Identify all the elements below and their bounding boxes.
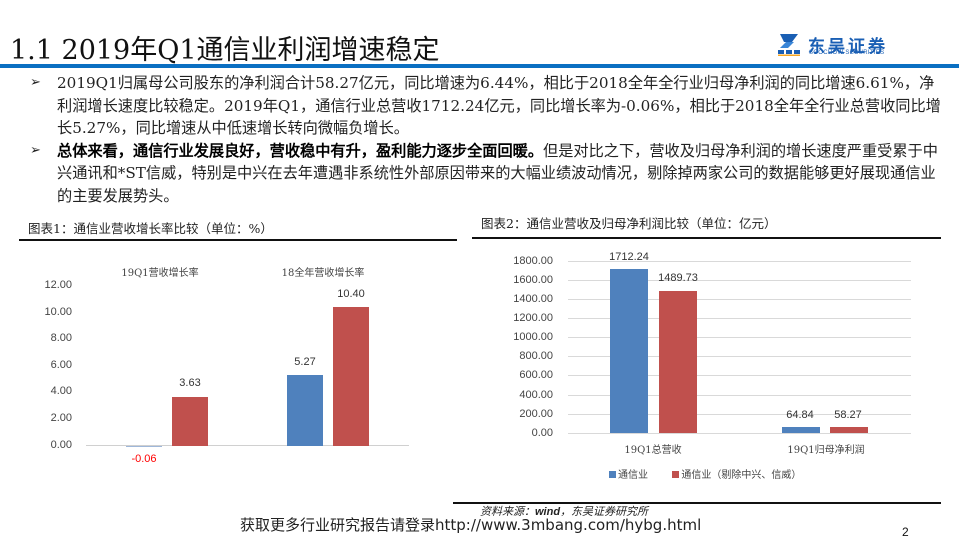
chart-1-title: 图表1：通信业营收增长率比较（单位：%） xyxy=(28,221,273,236)
value-label: 1489.73 xyxy=(658,272,698,284)
y-tick: 800.00 xyxy=(519,350,553,362)
title-accent-bar xyxy=(0,64,959,68)
footer-rule xyxy=(453,502,941,504)
value-label: 58.27 xyxy=(834,409,862,421)
y-tick: 10.00 xyxy=(44,306,72,318)
y-tick: 1400.00 xyxy=(513,293,553,305)
gridline xyxy=(568,337,911,338)
y-tick: 1600.00 xyxy=(513,274,553,286)
bar-total-revenue-telecom xyxy=(610,269,648,433)
bar-total-revenue-telecom-excl xyxy=(659,291,697,433)
source-prefix: 资料来源： xyxy=(480,505,535,518)
y-tick: 1200.00 xyxy=(513,312,553,324)
y-tick: 400.00 xyxy=(519,389,553,401)
legend-swatch-red xyxy=(672,471,680,478)
value-label: 10.40 xyxy=(337,288,365,300)
chart-2-title-rule xyxy=(472,237,941,239)
chart-1-category-label: 19Q1营收增长率 xyxy=(121,268,199,279)
bar-18fy-telecom xyxy=(287,375,323,446)
value-label: 64.84 xyxy=(786,409,814,421)
y-tick: 1800.00 xyxy=(513,255,553,267)
footer-report-link[interactable]: 获取更多行业研究报告请登录http://www.3mbang.com/hybg.… xyxy=(240,516,702,534)
y-tick: 0.00 xyxy=(50,439,72,451)
y-tick: 6.00 xyxy=(50,359,72,371)
brand-logo: 东吴证券 SOOCHOW SECURITIES xyxy=(776,32,916,57)
soochow-logo-icon xyxy=(778,34,800,56)
page-title: 1.1 2019年Q1通信业利润增速稳定 xyxy=(10,35,440,66)
gridline xyxy=(568,375,911,376)
chart-1-baseline xyxy=(86,445,409,446)
bar-19q1-telecom-excl xyxy=(172,397,208,446)
y-tick: 4.00 xyxy=(50,385,72,397)
chart-1-title-rule xyxy=(19,239,457,241)
y-tick: 200.00 xyxy=(519,408,553,420)
legend-label: 通信业 xyxy=(618,470,648,481)
bullet-item-2: ➢ 总体来看，通信行业发展良好，营收稳中有升，盈利能力逐步全面回暖。但是对比之下… xyxy=(28,140,948,208)
value-label: -0.06 xyxy=(131,453,157,465)
source-suffix: ，东吴证券研究所 xyxy=(560,505,649,518)
bullet-item-1: ➢ 2019Q1归属母公司股东的净利润合计58.27亿元，同比增速为6.44%，… xyxy=(28,72,948,140)
y-tick: 1000.00 xyxy=(513,331,553,343)
bar-19q1-telecom xyxy=(126,446,162,447)
gridline xyxy=(568,356,911,357)
source-bold: wind xyxy=(535,506,561,518)
gridline xyxy=(568,261,911,262)
bar-18fy-telecom-excl xyxy=(333,307,369,446)
gridline xyxy=(568,318,911,319)
y-tick: 600.00 xyxy=(519,369,553,381)
y-tick: 12.00 xyxy=(44,279,72,291)
bar-net-profit-telecom-excl xyxy=(830,427,868,433)
y-tick: 2.00 xyxy=(50,412,72,424)
bullet-bold-text: 总体来看，通信行业发展良好，营收稳中有升，盈利能力逐步全面回暖。 xyxy=(57,141,543,160)
bar-net-profit-telecom xyxy=(782,427,820,433)
chart-2-category-label: 19Q1归母净利润 xyxy=(787,445,865,456)
logo-name-cn: 东吴证券 xyxy=(808,37,888,57)
value-label: 5.27 xyxy=(294,356,316,368)
legend-item-telecom-excl: 通信业（剔除中兴、信威） xyxy=(672,470,801,481)
value-label: 1712.24 xyxy=(609,251,649,263)
bullet-text: 2019Q1归属母公司股东的净利润合计58.27亿元，同比增速为6.44%，相比… xyxy=(57,74,941,137)
y-tick: 0.00 xyxy=(531,427,553,439)
gridline xyxy=(568,433,911,434)
page-number: 2 xyxy=(902,525,909,539)
y-tick: 8.00 xyxy=(50,332,72,344)
value-label: 3.63 xyxy=(179,377,201,389)
bullet-text: 但是对比之下，营收及归母净利润的增长速度严重受累于中兴通讯和*ST信威，特别是中… xyxy=(57,141,938,205)
legend-item-telecom: 通信业 xyxy=(609,470,648,481)
arrow-bullet-icon: ➢ xyxy=(30,75,41,90)
gridline xyxy=(568,280,911,281)
chart-2-legend: 通信业 通信业（剔除中兴、信威） xyxy=(609,466,801,481)
gridline xyxy=(568,395,911,396)
arrow-bullet-icon: ➢ xyxy=(30,142,41,158)
summary-bullets: ➢ 2019Q1归属母公司股东的净利润合计58.27亿元，同比增速为6.44%，… xyxy=(28,72,948,207)
logo-name-en: SOOCHOW SECURITIES xyxy=(809,50,885,56)
chart-1-category-label: 18全年营收增长率 xyxy=(281,268,365,279)
chart-2-title: 图表2：通信业营收及归母净利润比较（单位：亿元） xyxy=(481,216,777,231)
gridline xyxy=(568,299,911,300)
chart-2-category-label: 19Q1总营收 xyxy=(624,445,682,456)
legend-label: 通信业（剔除中兴、信威） xyxy=(681,470,802,481)
gridline xyxy=(568,414,911,415)
data-source: 资料来源：wind，东吴证券研究所 xyxy=(480,503,648,519)
legend-swatch-blue xyxy=(609,471,616,478)
